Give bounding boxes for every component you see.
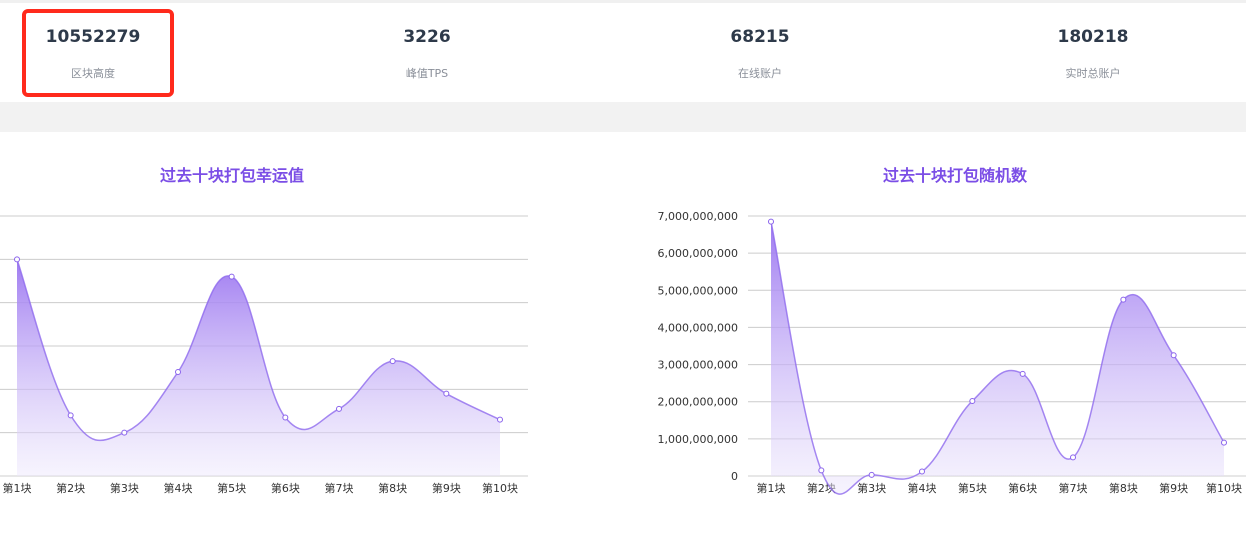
top-strip <box>0 0 1246 3</box>
chart-title-luck: 过去十块打包幸运值 <box>159 166 304 185</box>
x-tick-label: 第8块 <box>378 481 407 495</box>
stat-value: 10552279 <box>45 27 141 47</box>
y-tick-label: 5,000,000,000 <box>658 284 738 297</box>
series-line <box>16 259 501 442</box>
data-point <box>175 369 181 375</box>
stat-label: 区块高度 <box>71 67 115 80</box>
data-point <box>443 390 450 397</box>
y-tick-label: 0 <box>731 470 738 483</box>
x-tick-label: 第7块 <box>1059 481 1088 495</box>
y-tick-label: 1,000,000,000 <box>658 433 738 446</box>
x-tick-label: 第1块 <box>757 481 786 495</box>
x-tick-label: 第5块 <box>217 481 246 495</box>
x-tick-label: 第1块 <box>3 481 32 495</box>
series-line <box>770 221 1225 495</box>
y-tick-label: 2,000,000,000 <box>658 396 738 409</box>
y-tick-label: 3,000,000,000 <box>658 359 738 372</box>
data-point <box>919 468 925 475</box>
stats-bar: 10552279 区块高度 3226 峰值TPS 68215 在线账户 1802… <box>0 3 1246 102</box>
x-tick-label: 第8块 <box>1109 481 1138 495</box>
x-tick-label: 第4块 <box>164 481 193 495</box>
x-tick-label: 第5块 <box>958 481 987 495</box>
data-point <box>282 414 289 421</box>
highlight-box <box>22 9 174 97</box>
x-tick-label: 第9块 <box>432 481 461 495</box>
x-tick-label: 第3块 <box>110 481 139 495</box>
data-point <box>14 256 20 263</box>
series-area <box>17 259 500 476</box>
x-tick-label: 第6块 <box>1008 481 1037 495</box>
x-tick-label: 第9块 <box>1159 481 1188 495</box>
y-tick-label: 4,000,000,000 <box>658 321 738 334</box>
stat-value: 68215 <box>730 27 790 47</box>
data-point <box>228 273 235 280</box>
x-tick-label: 第7块 <box>325 481 354 495</box>
stat-label: 实时总账户 <box>1065 67 1121 80</box>
data-point <box>67 412 74 419</box>
y-tick-label: 6,000,000,000 <box>658 247 738 260</box>
data-point <box>969 397 976 404</box>
x-tick-label: 第4块 <box>908 481 937 495</box>
data-point <box>1070 454 1076 461</box>
data-point <box>121 429 128 436</box>
data-point <box>1221 439 1227 446</box>
data-point <box>336 405 342 412</box>
stat-label: 峰值TPS <box>405 67 449 80</box>
data-point <box>1170 352 1177 359</box>
data-point <box>768 218 774 225</box>
data-point <box>389 358 396 365</box>
data-point <box>818 467 825 474</box>
x-tick-label: 第10块 <box>482 481 518 495</box>
data-point <box>868 471 875 478</box>
stat-value: 3226 <box>403 27 451 47</box>
x-tick-label: 第2块 <box>56 481 85 495</box>
stat-label: 在线账户 <box>738 67 782 80</box>
x-tick-label: 第3块 <box>857 481 886 495</box>
x-tick-label: 第6块 <box>271 481 300 495</box>
y-tick-label: 7,000,000,000 <box>658 210 738 223</box>
series-area <box>771 221 1224 495</box>
data-point <box>1120 296 1127 303</box>
x-tick-label: 第10块 <box>1206 481 1242 495</box>
stat-value: 180218 <box>1057 27 1129 47</box>
chart-title-random: 过去十块打包随机数 <box>882 166 1027 185</box>
data-point <box>1019 370 1026 377</box>
data-point <box>497 416 503 423</box>
section-divider <box>0 102 1246 132</box>
